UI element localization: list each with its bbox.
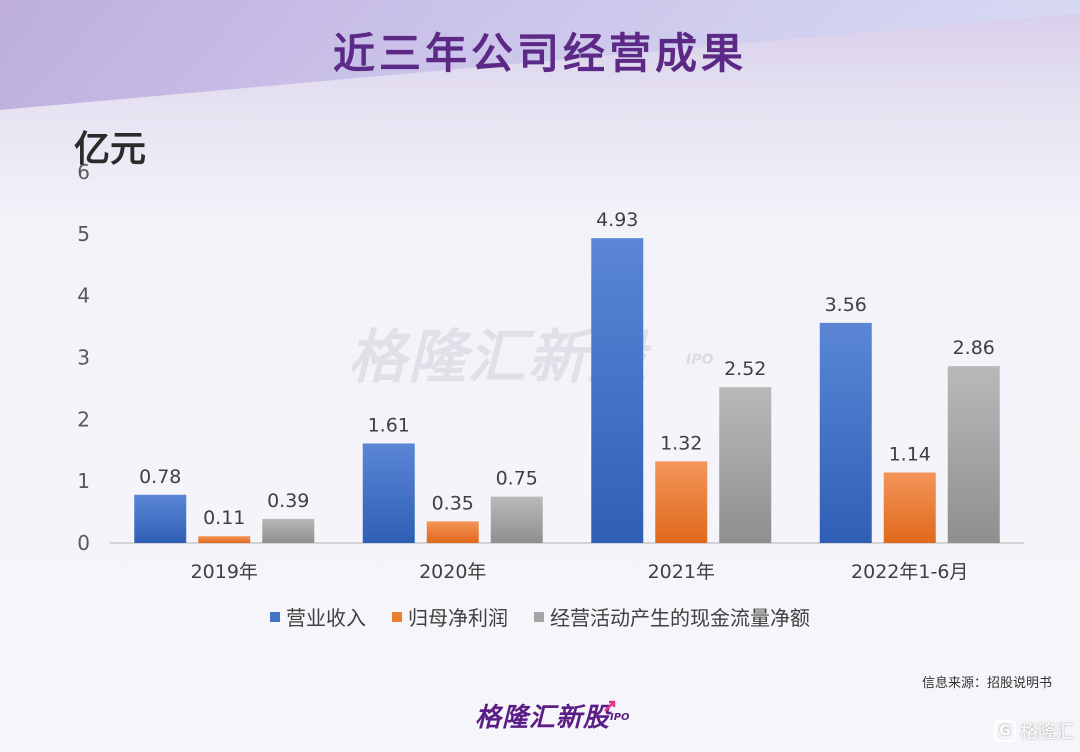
data-label: 0.75 xyxy=(496,468,538,490)
data-label: 1.32 xyxy=(660,432,702,454)
y-tick-label: 5 xyxy=(77,222,90,246)
corner-badge: G 格隆汇 xyxy=(994,718,1074,744)
corner-badge-text: 格隆汇 xyxy=(1020,722,1074,743)
bar-cashflow xyxy=(490,496,543,543)
bar-profit xyxy=(426,521,479,543)
y-tick-label: 2 xyxy=(77,407,90,431)
bar-chart: 0 1 2 3 4 5 6 0.78 0.11 0.39 2019年 1.61 0.35 0.75 2020… xyxy=(77,160,1024,583)
legend-swatch-profit xyxy=(392,611,402,622)
data-label: 1.61 xyxy=(368,414,410,436)
page-title: 近三年公司经营成果 xyxy=(332,29,747,78)
source-note: 信息来源：招股说明书 xyxy=(921,676,1052,691)
data-label: 0.11 xyxy=(203,507,245,529)
data-label: 0.78 xyxy=(139,466,181,488)
logo-arrow-icon xyxy=(604,700,616,712)
y-tick-label: 4 xyxy=(77,284,90,308)
legend-swatch-cashflow xyxy=(534,611,544,622)
chart-legend: 营业收入 归母净利润 经营活动产生的现金流量净额 xyxy=(0,602,1080,631)
data-label: 3.56 xyxy=(825,294,867,316)
x-tick-label: 2019年 xyxy=(191,561,258,583)
bar-revenue xyxy=(362,443,415,543)
legend-item-profit: 归母净利润 xyxy=(392,602,508,631)
y-tick-label: 1 xyxy=(77,469,90,493)
legend-item-revenue: 营业收入 xyxy=(270,602,366,631)
data-label: 0.35 xyxy=(432,492,474,514)
bar-revenue xyxy=(591,238,644,543)
watermark-ipo: IPO xyxy=(686,352,714,368)
bar-revenue xyxy=(134,494,187,543)
bar-cashflow xyxy=(719,387,772,543)
legend-label-profit: 归母净利润 xyxy=(408,606,508,630)
y-tick-label: 6 xyxy=(77,160,90,184)
corner-logo-icon: G xyxy=(994,720,1016,742)
bar-cashflow xyxy=(947,366,1000,543)
y-axis-unit: 亿元 xyxy=(74,129,147,170)
legend-item-cashflow: 经营活动产生的现金流量净额 xyxy=(534,602,810,631)
bar-profit xyxy=(883,472,936,543)
data-label: 2.86 xyxy=(953,337,995,359)
bar-revenue xyxy=(819,322,872,543)
legend-swatch-revenue xyxy=(270,611,280,622)
x-tick-label: 2020年 xyxy=(419,561,486,583)
brand-logo-ipo: IPO xyxy=(610,712,630,723)
bar-cashflow xyxy=(262,518,315,543)
y-tick-label: 0 xyxy=(77,531,90,555)
x-tick-label: 2022年1-6月 xyxy=(851,561,968,583)
brand-logo: 格隆汇新股 xyxy=(475,703,611,733)
bar-profit xyxy=(655,461,708,543)
legend-label-revenue: 营业收入 xyxy=(286,606,366,630)
x-tick-label: 2021年 xyxy=(648,561,715,583)
data-label: 4.93 xyxy=(596,209,638,231)
data-label: 1.14 xyxy=(889,444,931,466)
data-label: 2.52 xyxy=(724,358,766,380)
bar-profit xyxy=(198,536,251,543)
legend-label-cashflow: 经营活动产生的现金流量净额 xyxy=(550,606,810,630)
y-tick-label: 3 xyxy=(77,346,90,370)
data-label: 0.39 xyxy=(267,490,309,512)
